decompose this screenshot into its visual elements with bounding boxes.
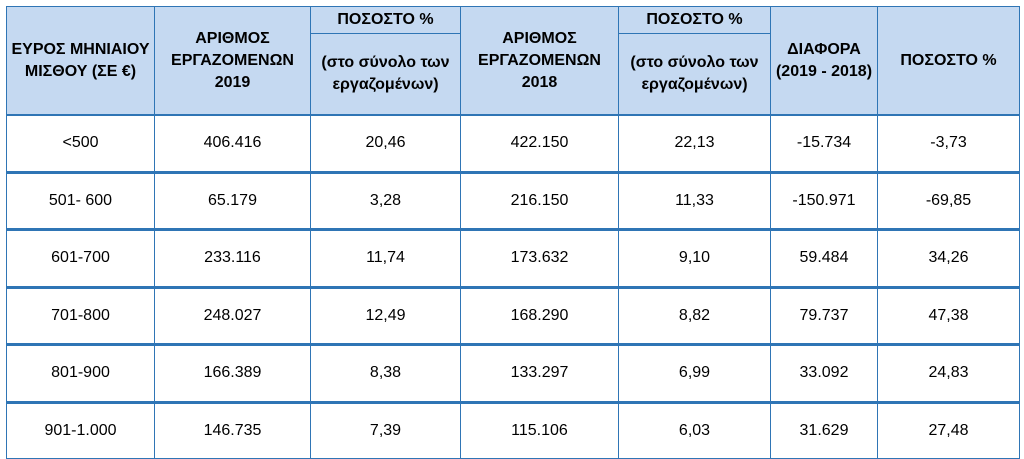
cell-range: 701-800 [6, 285, 155, 345]
header-percent-2018: ΠΟΣΟΣΤΟ % [618, 6, 771, 34]
cell-difference: -15.734 [770, 114, 878, 173]
cell-percent-2018: 6,99 [618, 343, 771, 403]
cell-employees-2018: 133.297 [460, 343, 619, 403]
cell-percent-2019: 12,49 [310, 285, 461, 345]
cell-employees-2019: 166.389 [154, 343, 311, 403]
table-row: 801-900 166.389 8,38 133.297 6,99 33.092… [6, 343, 1020, 403]
salary-table-container: ΕΥΡΟΣ ΜΗΝΙΑΙΟΥ ΜΙΣΘΟΥ (ΣΕ €) ΑΡΙΘΜΟΣ ΕΡΓ… [6, 6, 1020, 459]
table-body: <500 406.416 20,46 422.150 22,13 -15.734… [6, 114, 1020, 459]
header-percent-2018-note: (στο σύνολο των εργαζομένων) [618, 33, 771, 116]
header-percent-2019-note: (στο σύνολο των εργαζομένων) [310, 33, 461, 116]
cell-percent-2019: 11,74 [310, 228, 461, 288]
header-employees-2019: ΑΡΙΘΜΟΣ ΕΡΓΑΖΟΜΕΝΩΝ 2019 [154, 6, 311, 116]
cell-percent-2018: 9,10 [618, 228, 771, 288]
cell-employees-2019: 146.735 [154, 400, 311, 459]
cell-percent-2019: 20,46 [310, 114, 461, 173]
cell-percent-change: 27,48 [877, 400, 1020, 459]
cell-employees-2018: 168.290 [460, 285, 619, 345]
cell-percent-change: -69,85 [877, 170, 1020, 230]
cell-percent-2018: 11,33 [618, 170, 771, 230]
cell-employees-2019: 233.116 [154, 228, 311, 288]
cell-employees-2018: 173.632 [460, 228, 619, 288]
header-percent-change: ΠΟΣΟΣΤΟ % [877, 6, 1020, 116]
cell-range: 801-900 [6, 343, 155, 403]
header-subrow: (στο σύνολο των εργαζομένων) (στο σύνολο… [7, 33, 1020, 116]
cell-range: 601-700 [6, 228, 155, 288]
table-row: <500 406.416 20,46 422.150 22,13 -15.734… [6, 114, 1020, 173]
header-row: ΕΥΡΟΣ ΜΗΝΙΑΙΟΥ ΜΙΣΘΟΥ (ΣΕ €) ΑΡΙΘΜΟΣ ΕΡΓ… [6, 6, 1020, 116]
cell-employees-2018: 115.106 [460, 400, 619, 459]
cell-employees-2019: 65.179 [154, 170, 311, 230]
table-row: 501- 600 65.179 3,28 216.150 11,33 -150.… [6, 170, 1020, 230]
cell-percent-2019: 3,28 [310, 170, 461, 230]
cell-percent-2018: 22,13 [618, 114, 771, 173]
cell-percent-change: -3,73 [877, 114, 1020, 173]
cell-employees-2018: 216.150 [460, 170, 619, 230]
cell-percent-2018: 8,82 [618, 285, 771, 345]
cell-difference: 31.629 [770, 400, 878, 459]
cell-employees-2019: 248.027 [154, 285, 311, 345]
cell-difference: 59.484 [770, 228, 878, 288]
table-row: 701-800 248.027 12,49 168.290 8,82 79.73… [6, 285, 1020, 345]
cell-percent-change: 34,26 [877, 228, 1020, 288]
cell-difference: -150.971 [770, 170, 878, 230]
cell-difference: 79.737 [770, 285, 878, 345]
header-salary-range: ΕΥΡΟΣ ΜΗΝΙΑΙΟΥ ΜΙΣΘΟΥ (ΣΕ €) [6, 6, 155, 116]
cell-range: <500 [6, 114, 155, 173]
cell-percent-change: 24,83 [877, 343, 1020, 403]
table-row: 601-700 233.116 11,74 173.632 9,10 59.48… [6, 228, 1020, 288]
salary-distribution-table: ΕΥΡΟΣ ΜΗΝΙΑΙΟΥ ΜΙΣΘΟΥ (ΣΕ €) ΑΡΙΘΜΟΣ ΕΡΓ… [6, 6, 1020, 459]
cell-employees-2019: 406.416 [154, 114, 311, 173]
cell-employees-2018: 422.150 [460, 114, 619, 173]
cell-percent-2019: 7,39 [310, 400, 461, 459]
header-employees-2018: ΑΡΙΘΜΟΣ ΕΡΓΑΖΟΜΕΝΩΝ 2018 [460, 6, 619, 116]
cell-percent-2019: 8,38 [310, 343, 461, 403]
cell-range: 901-1.000 [6, 400, 155, 459]
header-percent-2019: ΠΟΣΟΣΤΟ % [310, 6, 461, 34]
cell-percent-change: 47,38 [877, 285, 1020, 345]
cell-difference: 33.092 [770, 343, 878, 403]
cell-percent-2018: 6,03 [618, 400, 771, 459]
table-row: 901-1.000 146.735 7,39 115.106 6,03 31.6… [6, 400, 1020, 459]
header-difference: ΔΙΑΦΟΡΑ (2019 - 2018) [770, 6, 878, 116]
cell-range: 501- 600 [6, 170, 155, 230]
